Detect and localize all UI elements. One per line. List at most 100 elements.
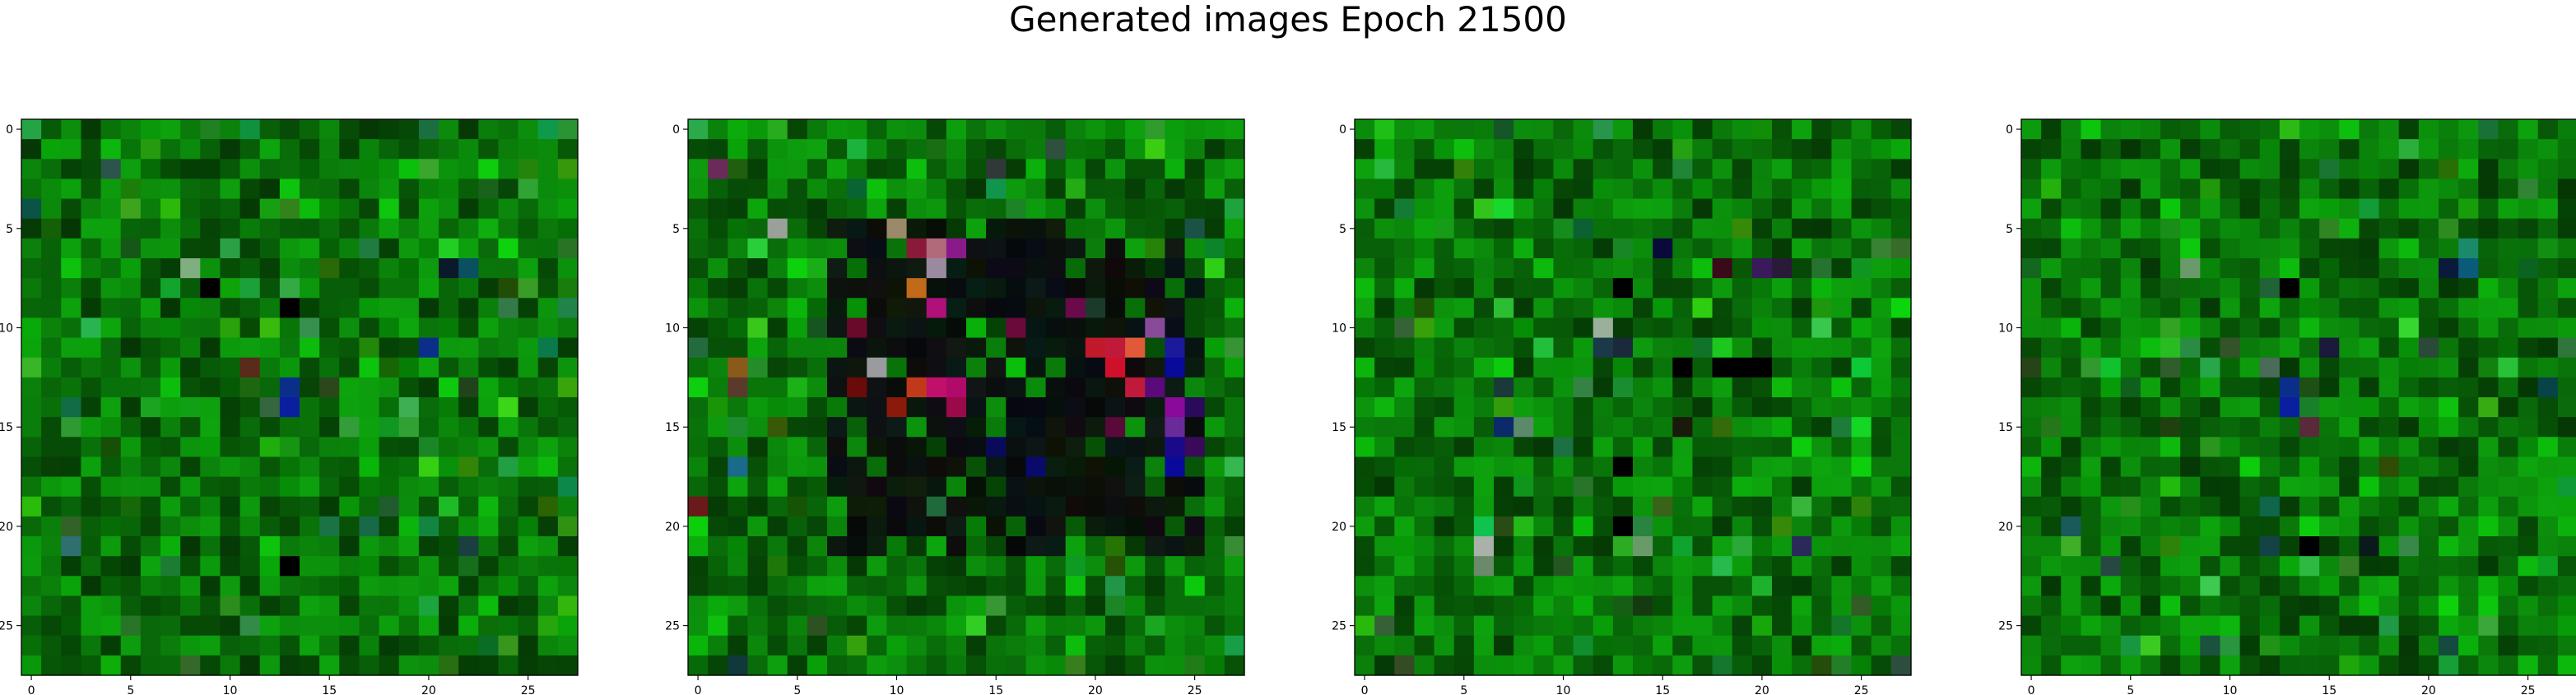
image-pixel [1414, 476, 1435, 498]
image-pixel [120, 556, 142, 577]
image-pixel [200, 615, 221, 637]
image-pixel [1184, 536, 1206, 557]
image-pixel [1065, 238, 1086, 259]
image-pixel [1224, 655, 1245, 676]
image-pixel [1514, 595, 1534, 617]
image-pixel [886, 198, 908, 220]
image-pixel [518, 377, 539, 398]
image-pixel [1006, 615, 1027, 637]
image-pixel [1553, 417, 1574, 438]
image-pixel [2021, 337, 2042, 359]
image-pixel [2439, 337, 2459, 359]
image-pixel [728, 159, 749, 180]
image-pixel [418, 238, 439, 259]
image-pixel [1434, 615, 1455, 637]
x-tick-label: 5 [127, 684, 134, 695]
image-pixel [1514, 516, 1534, 537]
image-pixel [1890, 576, 1912, 597]
image-pixel [200, 238, 221, 259]
image-pixel [2041, 337, 2062, 359]
image-pixel [2259, 556, 2281, 577]
image-pixel [279, 159, 300, 180]
image-pixel [1374, 496, 1395, 517]
image-pixel [1553, 218, 1574, 239]
image-pixel [1593, 178, 1614, 200]
image-pixel [2378, 298, 2400, 319]
image-pixel [398, 516, 420, 537]
image-pixel [2378, 377, 2400, 398]
image-pixel [120, 655, 142, 676]
image-pixel [1751, 218, 1773, 239]
image-pixel [379, 635, 400, 656]
image-pixel [1355, 377, 1375, 398]
image-pixel [1772, 238, 1793, 259]
image-pixel [2299, 635, 2320, 656]
image-pixel [1533, 635, 1555, 656]
image-pixel [81, 576, 102, 597]
image-pixel [2081, 238, 2102, 259]
image-pixel [2398, 516, 2420, 537]
image-pixel [1612, 357, 1634, 378]
image-pixel [2180, 417, 2201, 438]
image-pixel [359, 139, 380, 160]
image-pixel [787, 437, 808, 458]
image-pixel [2021, 556, 2042, 577]
image-pixel [1145, 556, 1166, 577]
image-pixel [279, 576, 300, 597]
image-pixel [1494, 139, 1514, 160]
image-pixel [61, 536, 82, 557]
image-pixel [1065, 655, 1086, 676]
image-pixel [2537, 377, 2559, 398]
image-pixel [906, 159, 928, 180]
image-pixel [2140, 337, 2161, 359]
image-pixel [2439, 476, 2459, 498]
image-pixel [2220, 258, 2241, 279]
image-pixel [2061, 357, 2082, 378]
image-pixel [827, 178, 848, 200]
image-pixel [2557, 337, 2576, 359]
image-pixel [1224, 258, 1245, 279]
image-pixel [1355, 198, 1375, 220]
image-pixel [827, 317, 848, 339]
image-pixel [1045, 456, 1067, 478]
image-pixel [418, 198, 439, 220]
image-pixel [1653, 337, 1673, 359]
image-pixel [946, 496, 967, 517]
image-pixel [2339, 655, 2360, 676]
image-pixel [1851, 496, 1872, 517]
image-pixel [1573, 238, 1594, 259]
image-pixel [1712, 595, 1733, 617]
image-pixel [1772, 595, 1793, 617]
image-pixel [1204, 417, 1225, 438]
image-pixel [807, 218, 828, 239]
image-pixel [379, 417, 400, 438]
image-pixel [339, 397, 360, 418]
image-pixel [906, 139, 928, 160]
image-pixel [827, 337, 848, 359]
image-pixel [1184, 278, 1206, 299]
image-pixel [1434, 218, 1455, 239]
image-pixel [1692, 556, 1713, 577]
image-pixel [339, 119, 360, 140]
image-pixel [1085, 437, 1106, 458]
image-pixel [1811, 615, 1833, 637]
image-pixel [1145, 298, 1166, 319]
image-pixel [2220, 159, 2241, 180]
image-pixel [140, 258, 161, 279]
image-pixel [1692, 317, 1713, 339]
image-pixel [1871, 456, 1892, 478]
image-pixel [2557, 377, 2576, 398]
image-pixel [1692, 258, 1713, 279]
image-pixel [1751, 496, 1773, 517]
image-pixel [1065, 317, 1086, 339]
image-pixel [2100, 159, 2122, 180]
image-pixel [2299, 238, 2320, 259]
image-pixel [2359, 635, 2380, 656]
image-pixel [1831, 238, 1853, 259]
image-pixel [1045, 198, 1067, 220]
image-pixel [688, 178, 709, 200]
image-pixel [557, 159, 579, 180]
image-pixel [1224, 417, 1245, 438]
image-pixel [160, 476, 181, 498]
image-pixel [1394, 576, 1416, 597]
